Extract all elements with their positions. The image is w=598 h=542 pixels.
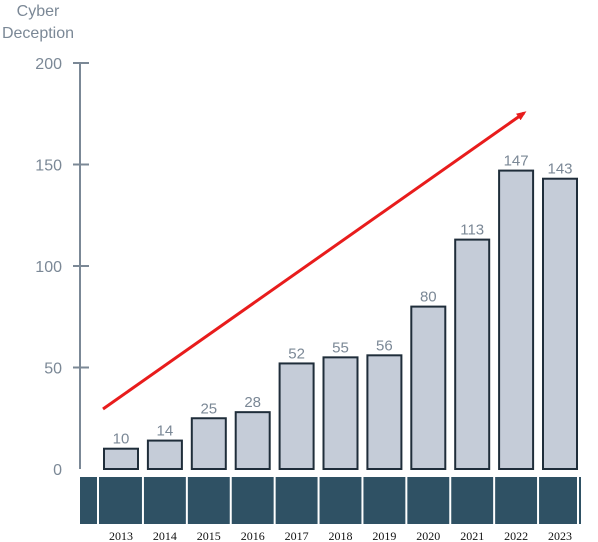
y-ticks: 0 50 100 150 200: [35, 56, 89, 479]
y-tick-label: 0: [53, 462, 62, 479]
bars: 10 14 25 28 52 55 56 80 113 147 143: [103, 153, 578, 471]
category-band-fill: [80, 477, 581, 524]
x-tick-label: 2023: [548, 529, 572, 542]
bar-2020: [410, 305, 447, 470]
bar-value-label: 147: [504, 153, 529, 170]
bar-value-label: 80: [420, 289, 437, 306]
x-tick-label: 2015: [197, 529, 221, 542]
y-tick-label: 150: [35, 158, 62, 175]
x-tick-label: 2016: [241, 529, 265, 542]
x-tick-label: 2017: [285, 529, 309, 542]
bar-value-label: 143: [547, 161, 572, 178]
bar-value-label: 56: [376, 337, 393, 354]
bar-value-label: 55: [332, 339, 349, 356]
bar-2017: [278, 362, 315, 470]
bar-value-label: 28: [244, 394, 261, 411]
x-tick-label: 2021: [460, 529, 484, 542]
y-tick-label: 200: [35, 56, 62, 73]
y-axis-title-line-1: Cyber: [17, 3, 60, 20]
bar-value-label: 52: [288, 345, 305, 362]
x-tick-label: 2013: [109, 529, 133, 542]
bar-2023: [542, 177, 578, 471]
bar-2022: [498, 169, 535, 470]
y-axis-title: Cyber Deception: [2, 3, 74, 42]
x-tick-label: 2018: [329, 529, 353, 542]
x-tick-label: 2014: [153, 529, 177, 542]
bar-2013: [103, 447, 139, 471]
y-tick-label: 50: [44, 361, 62, 378]
y-axis-title-line-2: Deception: [2, 25, 74, 42]
trend-arrow: [102, 111, 527, 411]
category-band: [80, 477, 581, 524]
bar-2019: [366, 354, 403, 471]
bar-2014: [146, 439, 183, 470]
bar-2021: [454, 238, 491, 470]
bar-2018: [322, 356, 359, 471]
bar-value-label: 25: [200, 400, 217, 417]
x-tick-label: 2020: [416, 529, 440, 542]
bar-2016: [234, 411, 271, 471]
x-tick-label: 2022: [504, 529, 528, 542]
bar-2015: [190, 417, 227, 470]
bar-value-label: 10: [113, 431, 130, 448]
x-tick-label: 2019: [372, 529, 396, 542]
x-tick-labels: 2013 2014 2015 2016 2017 2018 2019 2020 2021 2022…: [109, 529, 572, 542]
y-tick-label: 100: [35, 259, 62, 276]
bar-value-label: 14: [157, 423, 174, 440]
bar-value-label: 113: [460, 222, 484, 239]
